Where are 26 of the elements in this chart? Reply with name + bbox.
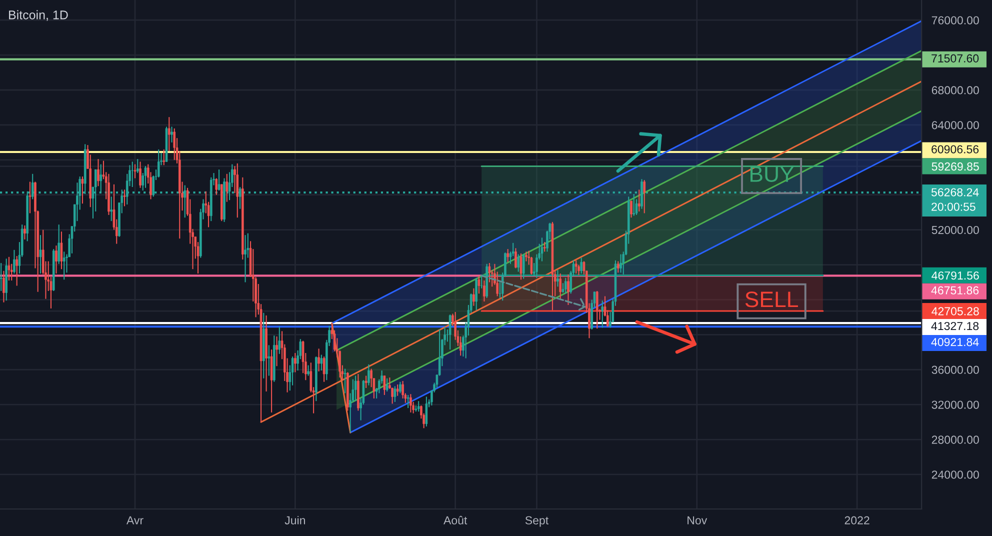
y-tick-label: 24000.00 [932,470,979,479]
y-tick-label: 76000.00 [932,16,979,24]
text: Bitcoin, 1D [9,10,68,21]
y-tick-label: 52000.00 [932,226,979,234]
y-tick-label: 68000.00 [932,86,979,94]
ref-line-label: 60906.56 [932,145,979,154]
y-tick-label: 28000.00 [932,436,979,444]
x-tick-label: Juin [284,516,305,524]
x-tick-label: Août [443,516,468,524]
y-tick-label: 64000.00 [932,121,979,130]
series-label: SELL [745,292,798,308]
ref-line-label: 71507.60 [932,54,979,62]
y-tick-label: 42705.28 [932,307,979,316]
y-tick-label: 46791.56 [932,271,979,280]
y-tick-label: 59269.85 [932,162,979,171]
ref-line-label: 41327.18 [931,322,979,330]
x-tick-label: Sept [525,516,548,527]
ref-line-label: 56268.24 20:00:55 [931,188,979,211]
x-tick-label: 2022 [844,516,870,524]
y-tick-label: 32000.00 [932,400,979,409]
ref-line-label: 46751.86 [931,286,979,294]
ref-line-label: 40921.84 [931,338,979,346]
x-tick-label: Nov [688,516,708,524]
y-tick-label: 36000.00 [932,366,979,374]
x-tick-label: Avr [126,516,144,524]
series-label: BUY [750,166,794,182]
